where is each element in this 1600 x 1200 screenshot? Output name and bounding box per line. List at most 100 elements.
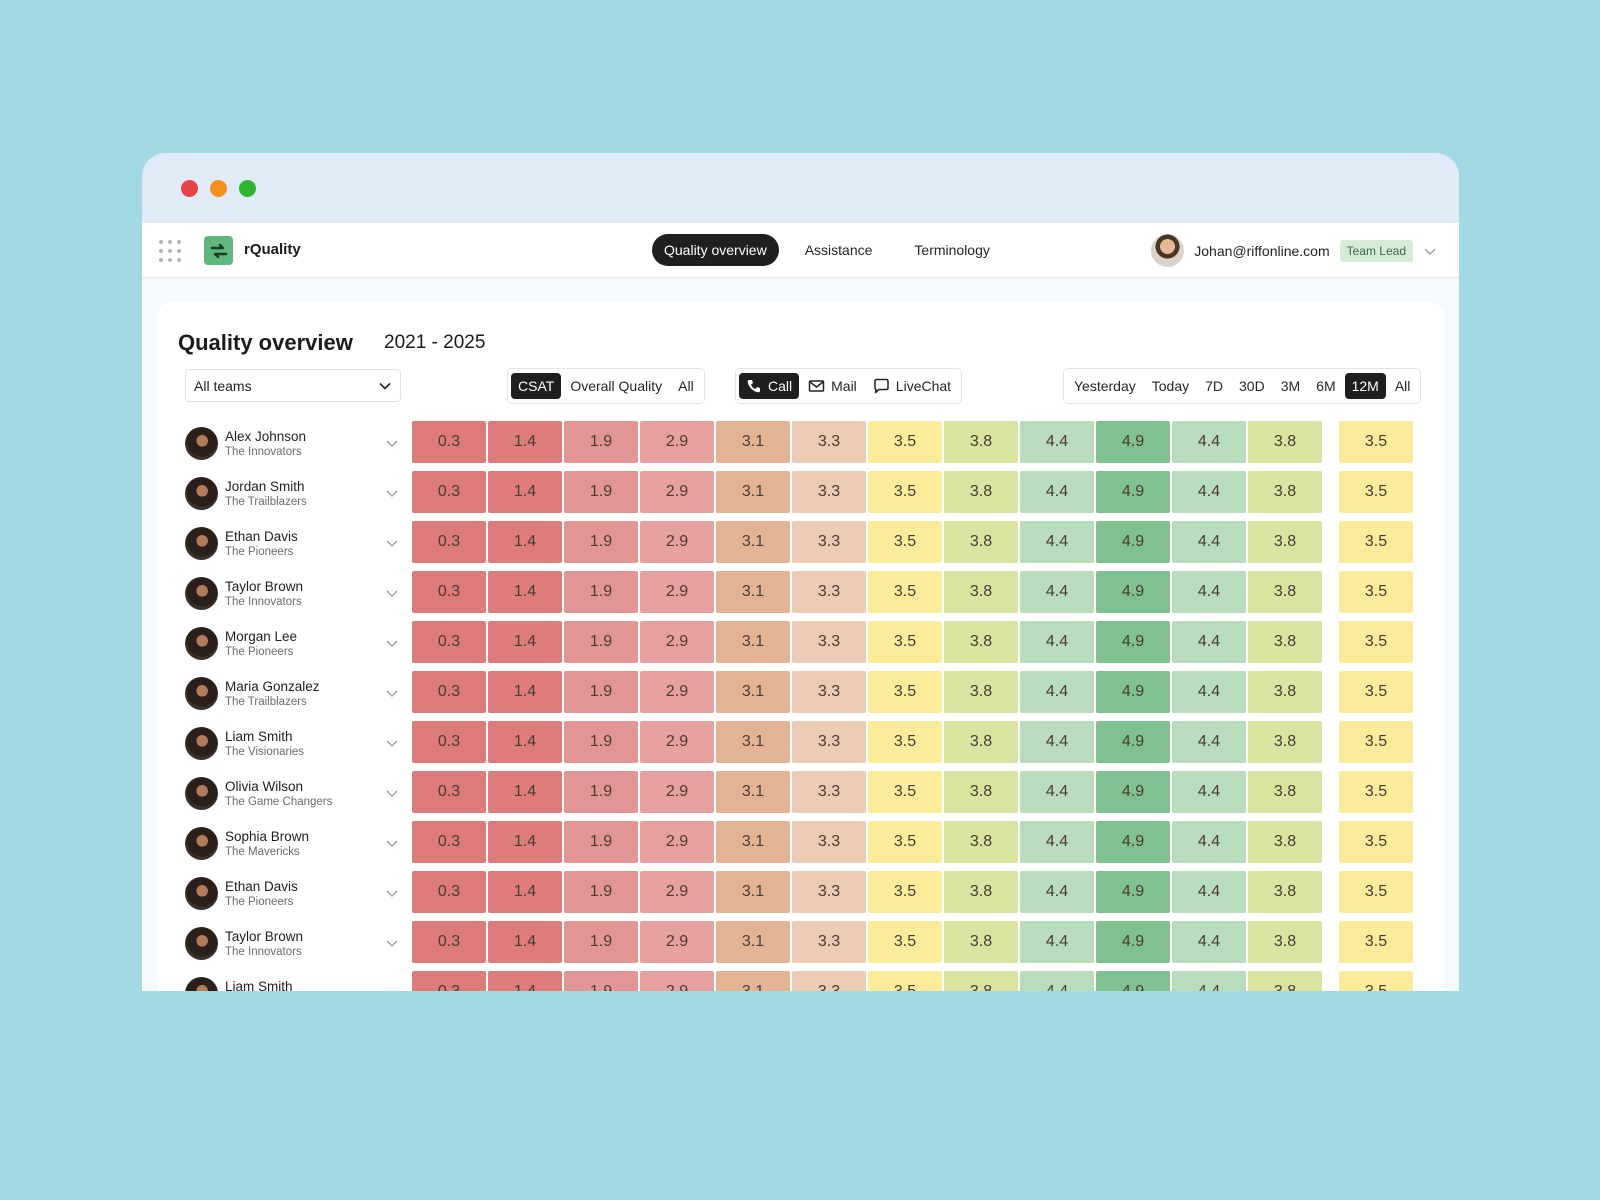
score-cell[interactable]: 3.3: [792, 721, 866, 763]
score-cell[interactable]: 1.9: [564, 421, 638, 463]
score-cell[interactable]: 0.3: [412, 921, 486, 963]
score-cell[interactable]: 4.4: [1020, 571, 1094, 613]
close-window-dot[interactable]: [181, 179, 198, 197]
score-cell[interactable]: 3.8: [1248, 821, 1322, 863]
score-cell[interactable]: 3.8: [1248, 971, 1322, 991]
score-cell[interactable]: 1.9: [564, 471, 638, 513]
metric-csat[interactable]: CSAT: [511, 373, 562, 399]
score-cell[interactable]: 3.5: [868, 671, 942, 713]
score-cell[interactable]: 3.5: [868, 921, 942, 963]
team-select[interactable]: All teams: [185, 369, 401, 402]
score-cell[interactable]: 0.3: [412, 721, 486, 763]
metric-all[interactable]: All: [678, 378, 694, 394]
period-6m[interactable]: 6M: [1316, 378, 1336, 394]
score-cell[interactable]: 0.3: [412, 871, 486, 913]
agent-info[interactable]: Ethan Davis The Pioneers: [185, 871, 399, 916]
score-cell[interactable]: 3.5: [1339, 821, 1413, 863]
score-cell[interactable]: 3.8: [1248, 421, 1322, 463]
score-cell[interactable]: 3.3: [792, 871, 866, 913]
score-cell[interactable]: 4.4: [1020, 421, 1094, 463]
score-cell[interactable]: 4.4: [1020, 471, 1094, 513]
score-cell[interactable]: 1.4: [488, 671, 562, 713]
score-cell[interactable]: 3.5: [868, 421, 942, 463]
score-cell[interactable]: 3.1: [716, 471, 790, 513]
score-cell[interactable]: 1.4: [488, 421, 562, 463]
score-cell[interactable]: 4.4: [1172, 871, 1246, 913]
score-cell[interactable]: 3.8: [944, 821, 1018, 863]
score-cell[interactable]: 3.8: [944, 671, 1018, 713]
period-12m[interactable]: 12M: [1344, 373, 1386, 399]
score-cell[interactable]: 4.4: [1172, 571, 1246, 613]
score-cell[interactable]: 1.9: [564, 821, 638, 863]
score-cell[interactable]: 4.4: [1172, 721, 1246, 763]
period-7d[interactable]: 7D: [1205, 378, 1224, 394]
score-cell[interactable]: 3.3: [792, 571, 866, 613]
agent-info[interactable]: Morgan Lee The Pioneers: [185, 621, 399, 666]
score-cell[interactable]: 3.5: [1339, 921, 1413, 963]
chevron-down-icon[interactable]: [385, 986, 399, 991]
chevron-down-icon[interactable]: [385, 886, 399, 900]
score-cell[interactable]: 3.5: [1339, 571, 1413, 613]
score-cell[interactable]: 1.9: [564, 571, 638, 613]
score-cell[interactable]: 1.9: [564, 521, 638, 563]
score-cell[interactable]: 1.4: [488, 821, 562, 863]
chevron-down-icon[interactable]: [385, 686, 399, 700]
score-cell[interactable]: 1.9: [564, 721, 638, 763]
score-cell[interactable]: 0.3: [412, 971, 486, 991]
score-cell[interactable]: 2.9: [640, 971, 714, 991]
chevron-down-icon[interactable]: [385, 836, 399, 850]
period-today[interactable]: Today: [1151, 378, 1190, 394]
score-cell[interactable]: 1.9: [564, 771, 638, 813]
score-cell[interactable]: 4.4: [1020, 871, 1094, 913]
score-cell[interactable]: 4.4: [1020, 721, 1094, 763]
score-cell[interactable]: 3.5: [868, 721, 942, 763]
score-cell[interactable]: 4.4: [1020, 921, 1094, 963]
score-cell[interactable]: 3.5: [868, 471, 942, 513]
agent-info[interactable]: Ethan Davis The Pioneers: [185, 521, 399, 566]
score-cell[interactable]: 3.8: [1248, 471, 1322, 513]
score-cell[interactable]: 3.5: [1339, 621, 1413, 663]
score-cell[interactable]: 3.8: [1248, 721, 1322, 763]
score-cell[interactable]: 2.9: [640, 521, 714, 563]
score-cell[interactable]: 3.8: [944, 471, 1018, 513]
score-cell[interactable]: 3.5: [1339, 871, 1413, 913]
maximize-window-dot[interactable]: [239, 179, 256, 197]
score-cell[interactable]: 3.5: [1339, 971, 1413, 991]
agent-info[interactable]: Sophia Brown The Mavericks: [185, 821, 399, 866]
score-cell[interactable]: 4.4: [1172, 471, 1246, 513]
chevron-down-icon[interactable]: [385, 636, 399, 650]
chevron-down-icon[interactable]: [1423, 244, 1437, 258]
score-cell[interactable]: 1.9: [564, 871, 638, 913]
score-cell[interactable]: 3.8: [944, 571, 1018, 613]
score-cell[interactable]: 3.5: [868, 521, 942, 563]
score-cell[interactable]: 1.9: [564, 621, 638, 663]
score-cell[interactable]: 3.3: [792, 821, 866, 863]
chevron-down-icon[interactable]: [385, 536, 399, 550]
score-cell[interactable]: 3.8: [944, 721, 1018, 763]
score-cell[interactable]: 4.4: [1020, 521, 1094, 563]
channel-livechat[interactable]: LiveChat: [866, 373, 958, 399]
score-cell[interactable]: 3.8: [944, 421, 1018, 463]
score-cell[interactable]: 4.9: [1096, 671, 1170, 713]
score-cell[interactable]: 3.8: [1248, 521, 1322, 563]
app-grid-icon[interactable]: [159, 240, 181, 262]
agent-info[interactable]: Alex Johnson The Innovators: [185, 421, 399, 466]
score-cell[interactable]: 3.3: [792, 471, 866, 513]
score-cell[interactable]: 3.5: [868, 621, 942, 663]
score-cell[interactable]: 3.3: [792, 421, 866, 463]
score-cell[interactable]: 2.9: [640, 821, 714, 863]
score-cell[interactable]: 3.8: [944, 521, 1018, 563]
score-cell[interactable]: 3.1: [716, 921, 790, 963]
score-cell[interactable]: 2.9: [640, 771, 714, 813]
score-cell[interactable]: 3.8: [944, 621, 1018, 663]
score-cell[interactable]: 4.4: [1172, 521, 1246, 563]
score-cell[interactable]: 3.8: [1248, 571, 1322, 613]
score-cell[interactable]: 4.9: [1096, 721, 1170, 763]
score-cell[interactable]: 3.8: [944, 921, 1018, 963]
chevron-down-icon[interactable]: [385, 786, 399, 800]
score-cell[interactable]: 1.9: [564, 971, 638, 991]
agent-info[interactable]: Taylor Brown The Innovators: [185, 921, 399, 966]
score-cell[interactable]: 1.4: [488, 971, 562, 991]
